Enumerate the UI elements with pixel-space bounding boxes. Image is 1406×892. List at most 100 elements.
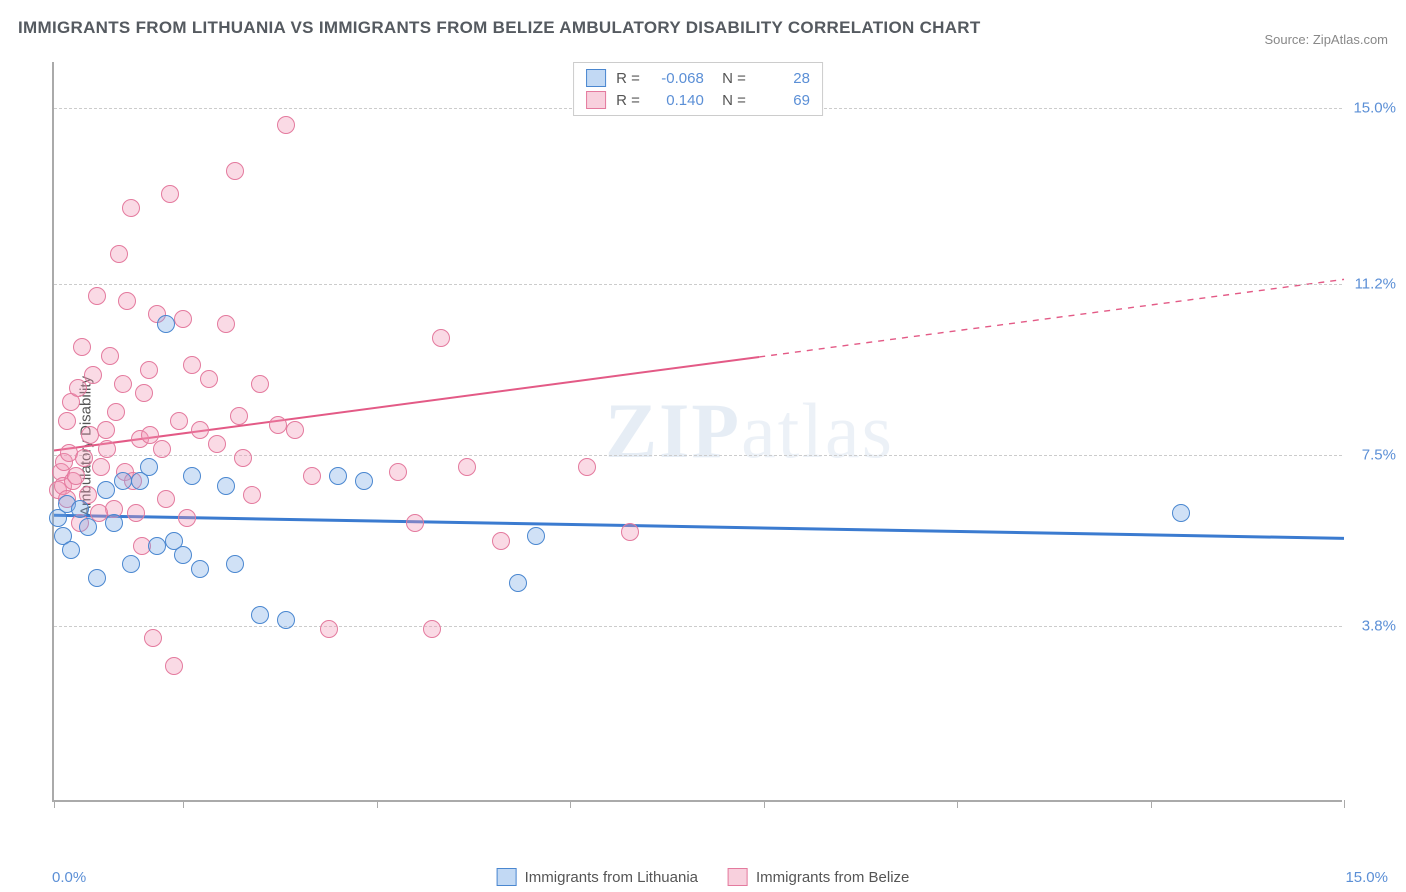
- x-tick: [1151, 800, 1152, 808]
- scatter-point: [191, 560, 209, 578]
- x-axis-max: 15.0%: [1345, 869, 1388, 886]
- scatter-point: [277, 611, 295, 629]
- scatter-point: [84, 366, 102, 384]
- scatter-point: [406, 514, 424, 532]
- x-tick: [1344, 800, 1345, 808]
- scatter-point: [71, 500, 89, 518]
- legend-row-blue: R = -0.068 N = 28: [586, 67, 810, 89]
- scatter-point: [135, 384, 153, 402]
- scatter-point: [183, 467, 201, 485]
- swatch-blue-icon: [586, 69, 606, 87]
- scatter-point: [527, 527, 545, 545]
- scatter-point: [355, 472, 373, 490]
- scatter-point: [88, 287, 106, 305]
- gridline: [54, 626, 1342, 627]
- scatter-point: [578, 458, 596, 476]
- scatter-point: [269, 416, 287, 434]
- scatter-point: [114, 472, 132, 490]
- scatter-point: [81, 426, 99, 444]
- scatter-point: [234, 449, 252, 467]
- trend-line-dashed: [759, 279, 1344, 357]
- scatter-point: [178, 509, 196, 527]
- legend-label: Immigrants from Lithuania: [525, 869, 698, 886]
- scatter-point: [122, 199, 140, 217]
- scatter-point: [98, 440, 116, 458]
- source-label: Source: ZipAtlas.com: [1264, 32, 1388, 47]
- x-tick: [764, 800, 765, 808]
- scatter-point: [140, 458, 158, 476]
- gridline: [54, 284, 1342, 285]
- n-value-blue: 28: [756, 70, 810, 87]
- scatter-point: [492, 532, 510, 550]
- scatter-point: [122, 555, 140, 573]
- chart-container: IMMIGRANTS FROM LITHUANIA VS IMMIGRANTS …: [0, 0, 1406, 892]
- scatter-point: [286, 421, 304, 439]
- legend-bottom: Immigrants from Lithuania Immigrants fro…: [497, 868, 910, 886]
- y-tick-label: 15.0%: [1353, 100, 1396, 117]
- scatter-point: [161, 185, 179, 203]
- scatter-point: [509, 574, 527, 592]
- y-tick-label: 11.2%: [1355, 276, 1396, 293]
- r-value-pink: 0.140: [650, 92, 704, 109]
- scatter-point: [97, 481, 115, 499]
- n-label: N =: [714, 70, 746, 87]
- plot-area: ZIPatlas R = -0.068 N = 28 R = 0.140 N =…: [52, 62, 1342, 802]
- r-label: R =: [616, 92, 640, 109]
- scatter-point: [174, 546, 192, 564]
- scatter-point: [79, 518, 97, 536]
- scatter-point: [230, 407, 248, 425]
- scatter-point: [127, 504, 145, 522]
- x-tick: [183, 800, 184, 808]
- x-tick: [570, 800, 571, 808]
- scatter-point: [69, 379, 87, 397]
- scatter-point: [320, 620, 338, 638]
- scatter-point: [62, 541, 80, 559]
- scatter-point: [458, 458, 476, 476]
- scatter-point: [183, 356, 201, 374]
- scatter-point: [432, 329, 450, 347]
- scatter-point: [174, 310, 192, 328]
- scatter-point: [165, 657, 183, 675]
- scatter-point: [1172, 504, 1190, 522]
- y-tick-label: 3.8%: [1362, 618, 1396, 635]
- legend-item-lithuania: Immigrants from Lithuania: [497, 868, 698, 886]
- scatter-point: [243, 486, 261, 504]
- scatter-point: [140, 361, 158, 379]
- scatter-point: [92, 458, 110, 476]
- scatter-point: [114, 375, 132, 393]
- scatter-point: [141, 426, 159, 444]
- scatter-point: [170, 412, 188, 430]
- swatch-pink-icon: [586, 91, 606, 109]
- legend-label: Immigrants from Belize: [756, 869, 909, 886]
- x-axis-min: 0.0%: [52, 869, 86, 886]
- scatter-point: [226, 555, 244, 573]
- scatter-point: [157, 315, 175, 333]
- scatter-point: [251, 606, 269, 624]
- scatter-point: [144, 629, 162, 647]
- scatter-point: [118, 292, 136, 310]
- scatter-point: [58, 412, 76, 430]
- scatter-point: [75, 449, 93, 467]
- swatch-pink-icon: [728, 868, 748, 886]
- scatter-point: [226, 162, 244, 180]
- trend-line-solid: [54, 515, 1344, 538]
- trend-line-solid: [54, 357, 759, 451]
- r-value-blue: -0.068: [650, 70, 704, 87]
- scatter-point: [88, 569, 106, 587]
- scatter-point: [110, 245, 128, 263]
- n-label: N =: [714, 92, 746, 109]
- scatter-point: [67, 467, 85, 485]
- scatter-point: [303, 467, 321, 485]
- scatter-point: [251, 375, 269, 393]
- scatter-point: [389, 463, 407, 481]
- r-label: R =: [616, 70, 640, 87]
- scatter-point: [157, 490, 175, 508]
- scatter-point: [191, 421, 209, 439]
- scatter-point: [217, 315, 235, 333]
- chart-title: IMMIGRANTS FROM LITHUANIA VS IMMIGRANTS …: [18, 18, 981, 38]
- legend-row-pink: R = 0.140 N = 69: [586, 89, 810, 111]
- y-tick-label: 7.5%: [1362, 447, 1396, 464]
- x-tick: [377, 800, 378, 808]
- legend-item-belize: Immigrants from Belize: [728, 868, 909, 886]
- x-tick: [957, 800, 958, 808]
